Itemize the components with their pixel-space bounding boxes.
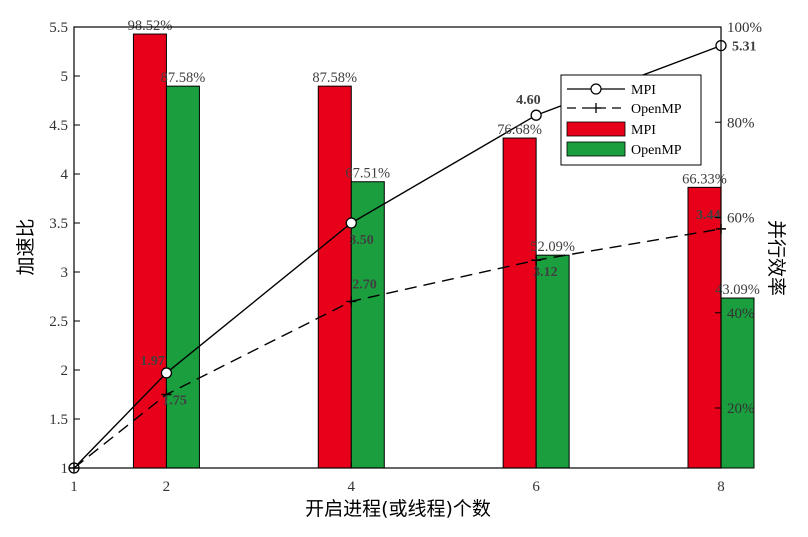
y2-tick-label: 40% — [727, 306, 755, 322]
x-tick-label: 4 — [348, 479, 356, 495]
line-point-label: 2.70 — [352, 277, 377, 292]
y2-axis-title: 并行效率 — [765, 220, 787, 296]
marker-openmp — [531, 255, 542, 266]
marker-mpi — [530, 109, 542, 121]
bar-openmp-2 — [165, 85, 200, 469]
y2-tick-label: 20% — [727, 401, 755, 417]
labels-layer: 98.52% 87.58% 87.58% 67.51% 76.68% 52.09% 66.3… — [128, 18, 760, 408]
bar-mpi-4 — [317, 85, 352, 469]
marker-mpi — [345, 217, 357, 229]
y-tick-label: 5 — [61, 69, 69, 85]
line-point-label: 5.31 — [732, 40, 757, 55]
legend-label: OpenMP — [631, 102, 682, 117]
legend-label: MPI — [631, 123, 656, 138]
y-tick-label: 3 — [61, 265, 69, 281]
y2-tick-label: 100% — [727, 20, 762, 36]
y-tick-label: 4.5 — [49, 118, 68, 134]
bar-label: 43.09% — [715, 282, 760, 298]
legend-label: MPI — [631, 83, 656, 98]
y-tick-label: 2 — [61, 363, 69, 379]
bar-mpi-6 — [502, 137, 537, 469]
x-tick-label: 1 — [70, 479, 78, 495]
y-tick-label: 3.5 — [49, 216, 68, 232]
legend-marker-mpi — [590, 83, 602, 95]
y-tick-label: 1 — [61, 461, 69, 477]
bar-openmp-8 — [720, 297, 755, 469]
x-tick-label: 6 — [532, 479, 540, 495]
x-axis-title: 开启进程(或线程)个数 — [305, 498, 491, 520]
x-tick-label: 8 — [717, 479, 725, 495]
bar-label: 98.52% — [128, 18, 173, 34]
marker-mpi — [160, 367, 173, 379]
line-point-label: 1.97 — [140, 354, 165, 369]
y-tick-label: 2.5 — [49, 314, 68, 330]
bars-layer — [132, 33, 755, 469]
bar-openmp-4 — [350, 181, 385, 469]
bar-label: 67.51% — [345, 166, 390, 182]
y-tick-label: 5.5 — [49, 20, 68, 36]
legend-swatch-openmp — [566, 141, 626, 157]
y-tick-label: 1.5 — [49, 412, 68, 428]
bar-label: 52.09% — [530, 239, 575, 255]
bar-label: 66.33% — [682, 171, 727, 187]
legend-marker-openmp — [591, 103, 601, 113]
bar-label: 87.58% — [161, 70, 206, 86]
bar-label: 87.58% — [312, 70, 357, 86]
y2-tick-label: 80% — [727, 115, 755, 131]
x-tick-label: 2 — [163, 479, 171, 495]
y2-tick-label: 60% — [727, 211, 755, 227]
bar-mpi-2 — [132, 33, 167, 469]
legend-swatch-mpi — [566, 121, 626, 137]
plot-frame — [73, 26, 722, 469]
bar-openmp-6 — [535, 254, 570, 469]
marker-openmp — [346, 296, 357, 307]
legend-label: OpenMP — [631, 143, 682, 158]
ticks-layer: 1 1.5 2 2.5 3 3.5 4 4.5 5 5.5 20% 40% 60% 80% 100% 1 2 4 6… — [49, 20, 762, 495]
marker-openmp — [161, 389, 172, 400]
legend: MPI OpenMP MPI OpenMP — [560, 74, 702, 166]
line-point-label: 4.60 — [516, 93, 541, 108]
y-axis-title: 加速比 — [15, 218, 37, 275]
line-point-label: 3.12 — [533, 265, 558, 280]
bar-label: 76.68% — [497, 122, 542, 138]
line-point-label: 1.75 — [162, 394, 187, 409]
y-tick-label: 4 — [61, 167, 69, 183]
line-point-label: 3.50 — [349, 233, 374, 248]
line-point-label: 3.44 — [696, 208, 721, 223]
